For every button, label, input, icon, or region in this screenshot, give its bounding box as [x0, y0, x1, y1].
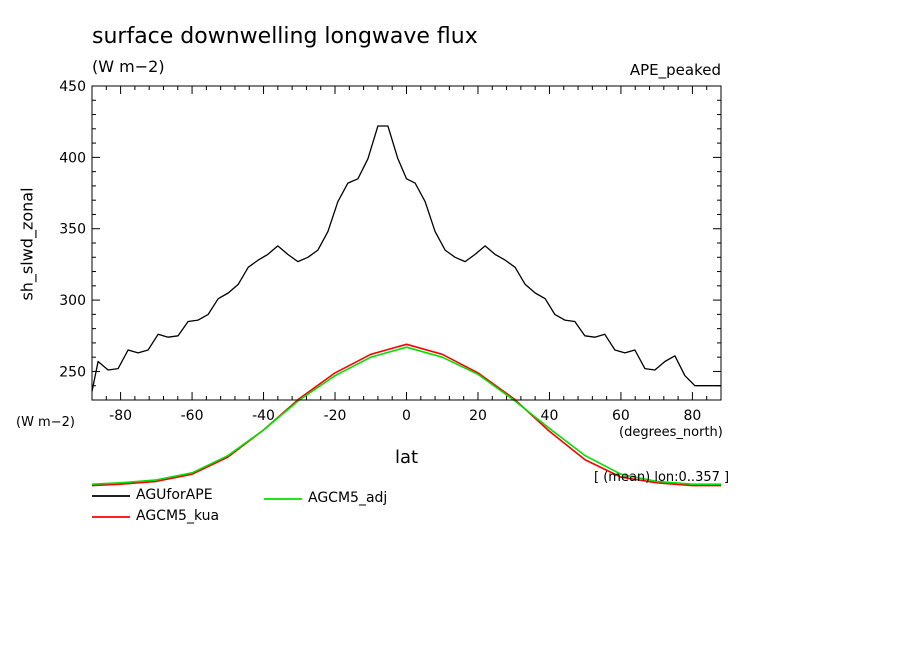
y-tick-label: 400	[59, 150, 86, 166]
y-tick-label: 350	[59, 222, 86, 238]
y-axis-label: sh_slwd_zonal	[17, 187, 37, 301]
x-tick-label: -20	[324, 408, 347, 424]
x-units-label: (degrees_north)	[619, 425, 723, 440]
chart-units: (W m−2)	[92, 57, 165, 76]
experiment-label: APE_peaked	[629, 61, 721, 79]
averaging-note: [ (mean) lon:0..357 ]	[594, 470, 730, 485]
chart-title: surface downwelling longwave flux	[92, 24, 478, 49]
x-tick-label: 0	[402, 408, 411, 424]
legend-label-AGUforAPE: AGUforAPE	[136, 487, 213, 503]
x-tick-label: 20	[469, 408, 487, 424]
x-tick-label: -60	[181, 408, 204, 424]
series-line-AGCM5_adj	[91, 346, 721, 486]
x-tick-label: 80	[683, 408, 701, 424]
x-tick-label: 60	[612, 408, 630, 424]
y-units-label: (W m−2)	[16, 415, 75, 430]
x-tick-label: 40	[541, 408, 559, 424]
x-tick-label: -40	[252, 408, 275, 424]
x-axis-label: lat	[395, 447, 419, 468]
y-tick-label: 300	[59, 293, 86, 309]
y-tick-label: 450	[59, 79, 86, 95]
legend-label-AGCM5_adj: AGCM5_adj	[308, 490, 388, 506]
x-tick-label: -80	[109, 408, 132, 424]
series-line-AGCM5_kua	[91, 343, 721, 487]
y-tick-label: 250	[59, 364, 86, 380]
axes: -80 -60 -40 -20 0 20 40 60 80 250 300 350 400 450	[59, 79, 722, 518]
series-line-AGUforAPE	[91, 125, 721, 392]
series-lines	[91, 125, 721, 487]
legend-label-AGCM5_kua: AGCM5_kua	[136, 508, 220, 524]
